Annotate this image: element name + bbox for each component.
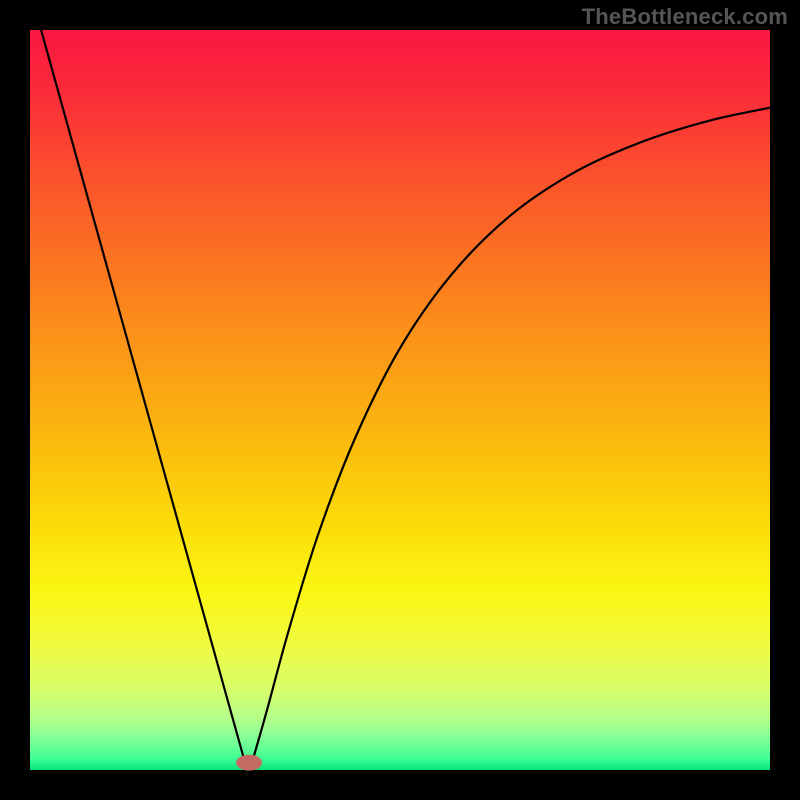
gradient-background [30,30,770,770]
watermark-text: TheBottleneck.com [582,4,788,30]
chart-container: TheBottleneck.com [0,0,800,800]
minimum-marker [236,755,262,771]
bottleneck-chart [0,0,800,800]
